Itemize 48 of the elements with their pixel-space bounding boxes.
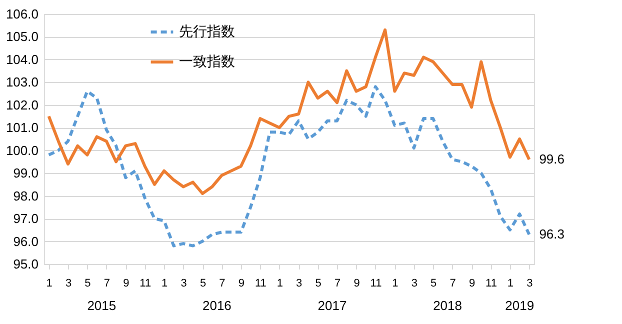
x-tick-label: 9 — [468, 278, 476, 290]
x-tick-label: 1 — [46, 278, 52, 290]
x-tick-label: 3 — [296, 278, 302, 290]
y-tick-label: 102.0 — [6, 97, 38, 112]
text: 2015 — [87, 298, 116, 313]
data-label: 99.6 — [539, 151, 565, 166]
x-tick-label: 3 — [526, 278, 533, 290]
y-tick-label: 104.0 — [6, 52, 38, 67]
y-tick-label: 95.0 — [13, 256, 38, 272]
x-tick-label: 1 — [507, 278, 514, 290]
x-tick-label: 1 — [162, 278, 168, 290]
x-tick-label: 1 — [392, 278, 398, 290]
x-tick-label: 11 — [370, 278, 382, 290]
legend-label: 先行指数 — [179, 23, 235, 39]
y-tick-label: 96.0 — [13, 234, 38, 249]
y-tick-label: 101.0 — [6, 120, 38, 136]
x-tick-label: 3 — [411, 278, 418, 290]
x-tick-label: 11 — [486, 278, 497, 290]
text: 2017 — [318, 298, 347, 313]
line-series — [47, 85, 531, 248]
x-tick-label: 3 — [65, 278, 72, 290]
legend-label: 一致指数 — [179, 53, 235, 69]
x-tick-label: 11 — [140, 278, 152, 290]
y-tick-label: 103.0 — [6, 74, 38, 90]
data-label: 96.3 — [539, 226, 565, 242]
x-tick-label: 1 — [276, 278, 283, 290]
text: 2019 — [505, 298, 534, 313]
x-tick-label: 7 — [219, 278, 226, 290]
x-tick-label: 3 — [180, 278, 187, 290]
x-tick-label: 5 — [200, 278, 206, 290]
x-tick-label: 9 — [238, 278, 245, 290]
x-tick-label: 7 — [450, 278, 456, 290]
y-tick-label: 97.0 — [13, 211, 38, 226]
y-tick-label: 99.0 — [13, 166, 38, 181]
text: 2016 — [202, 298, 232, 313]
x-tick-label: 7 — [104, 278, 110, 290]
x-tick-label: 7 — [334, 278, 341, 290]
y-tick-label: 100.0 — [6, 142, 38, 158]
text: 2018 — [433, 298, 462, 313]
y-tick-label: 98.0 — [13, 188, 38, 204]
y-tick-label: 105.0 — [6, 29, 38, 44]
x-tick-label: 11 — [254, 278, 266, 290]
x-tick-label: 5 — [84, 278, 91, 290]
x-tick-label: 9 — [354, 278, 360, 290]
y-tick-label: 106.0 — [6, 6, 38, 22]
x-tick-label: 5 — [430, 278, 437, 290]
x-tick-label: 5 — [315, 278, 322, 290]
x-tick-label: 9 — [123, 278, 130, 290]
